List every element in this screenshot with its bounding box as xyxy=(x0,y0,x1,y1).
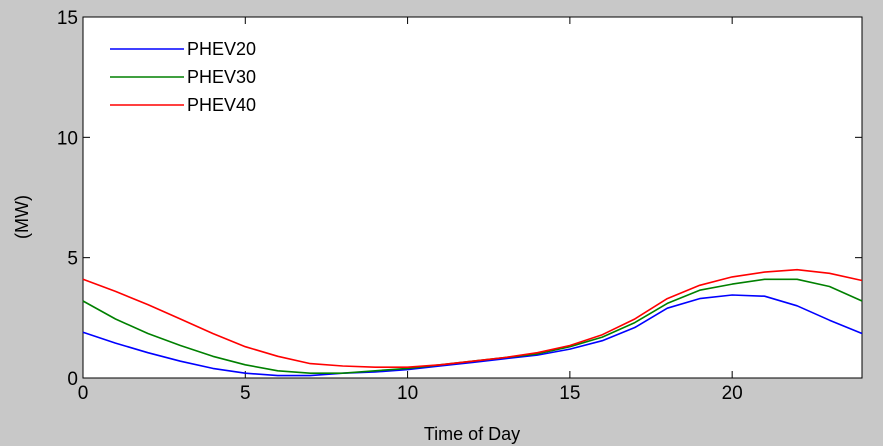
axis-ticks: 0 5 10 15 20 0 5 10 15 xyxy=(57,8,862,404)
legend-label-phev30: PHEV30 xyxy=(187,67,256,87)
series-line-phev40 xyxy=(82,268,863,369)
y-tick-label: 10 xyxy=(57,128,78,149)
y-axis-title: (MW) xyxy=(12,195,32,239)
legend-label-phev40: PHEV40 xyxy=(187,95,256,115)
x-tick-label: 0 xyxy=(78,383,89,404)
y-tick-label: 15 xyxy=(57,8,78,29)
series-line-phev20 xyxy=(82,294,863,377)
plot-area xyxy=(82,16,863,379)
y-tick-label: 0 xyxy=(67,369,78,390)
x-tick-label: 5 xyxy=(240,383,251,404)
y-tick-label: 5 xyxy=(67,249,78,270)
x-tick-label: 10 xyxy=(397,383,418,404)
legend: PHEV20 PHEV30 PHEV40 xyxy=(110,39,256,115)
x-axis-title: Time of Day xyxy=(424,424,520,444)
x-tick-label: 20 xyxy=(722,383,743,404)
legend-label-phev20: PHEV20 xyxy=(187,39,256,59)
x-tick-label: 15 xyxy=(559,383,580,404)
series-layer xyxy=(82,268,863,377)
